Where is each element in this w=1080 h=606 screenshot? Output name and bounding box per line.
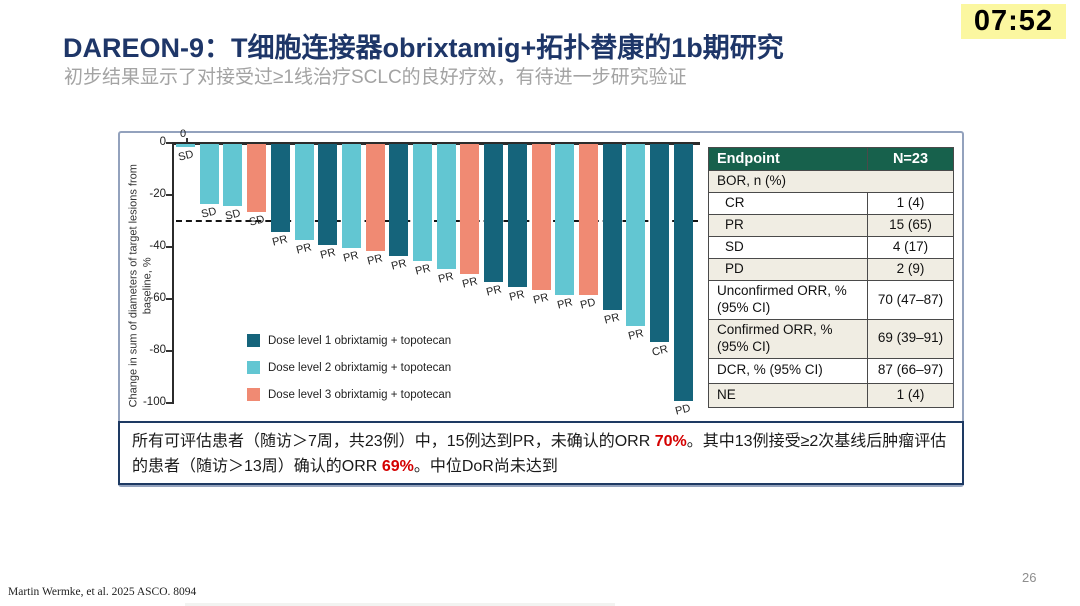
table-row-value: 69 (39–91) <box>867 319 953 358</box>
table-header-row: Endpoint N=23 <box>709 148 953 172</box>
waterfall-bar <box>578 144 598 295</box>
waterfall-bar <box>460 144 480 274</box>
table-header-n: N=23 <box>867 148 953 171</box>
table-row-value: 87 (66–97) <box>867 358 953 383</box>
waterfall-bar <box>247 144 267 212</box>
table-row-value: 70 (47–87) <box>867 281 953 319</box>
table-row: PR 15 (65) <box>709 215 953 238</box>
table-row: PD 2 (9) <box>709 259 953 282</box>
waterfall-bar <box>294 144 314 241</box>
y-tick-mark <box>166 350 172 352</box>
waterfall-bar <box>365 144 385 251</box>
waterfall-bar <box>318 144 338 246</box>
waterfall-bar <box>223 144 243 207</box>
origin-tick-mark <box>186 138 188 142</box>
table-row-label: PR <box>725 217 744 233</box>
y-axis-line <box>172 142 174 404</box>
table-row-value: 1 (4) <box>867 383 953 407</box>
table-row-value: 15 (65) <box>867 215 953 237</box>
table-row-label: SD <box>725 239 744 255</box>
table-row-label: NE <box>717 386 736 402</box>
waterfall-bar <box>176 144 195 147</box>
table-row-label: Confirmed ORR, % (95% CI) <box>717 321 833 354</box>
highlighted-percentage: 70% <box>654 433 687 450</box>
bottom-edge-sliver <box>185 603 615 606</box>
table-row: NE 1 (4) <box>709 383 953 407</box>
y-tick-mark <box>166 194 172 196</box>
y-tick-label: -100 <box>142 396 166 408</box>
table-row-value: 2 (9) <box>867 259 953 281</box>
y-tick-label: -60 <box>149 292 166 304</box>
summary-text: 所有可评估患者（随访＞7周，共23例）中，15例达到PR，未确认的ORR <box>132 433 655 450</box>
waterfall-bar <box>602 144 622 311</box>
endpoint-table: Endpoint N=23 BOR, n (%) CR 1 (4) PR 15 (65)… <box>708 147 954 408</box>
table-row: BOR, n (%) <box>709 171 953 194</box>
recording-timer: 07:52 <box>960 4 1066 39</box>
slide-title: DAREON-9：T细胞连接器obrixtamig+拓扑替康的1b期研究 <box>63 33 784 63</box>
waterfall-bar <box>531 144 551 290</box>
table-row: DCR, % (95% CI) 87 (66–97) <box>709 358 953 384</box>
y-tick-mark <box>166 298 172 300</box>
y-tick-label: -20 <box>149 188 166 200</box>
table-row: Confirmed ORR, % (95% CI) 69 (39–91) <box>709 319 953 359</box>
y-tick-label: -80 <box>149 344 166 356</box>
slide-subtitle: 初步结果显示了对接受过≥1线治疗SCLC的良好疗效，有待进一步研究验证 <box>64 67 687 88</box>
legend-label: Dose level 3 obrixtamig + topotecan <box>268 389 452 401</box>
summary-text: 。其中13例接受≥2次基线后肿瘤评估的患者（随访＞13周）确认的ORR <box>132 433 947 475</box>
origin-tick-label: 0 <box>180 128 187 140</box>
table-row-label: DCR, % (95% CI) <box>717 362 823 378</box>
summary-text-box: 所有可评估患者（随访＞7周，共23例）中，15例达到PR，未确认的ORR 70%… <box>118 421 964 485</box>
y-tick-mark <box>166 142 172 144</box>
table-row: Unconfirmed ORR, % (95% CI) 70 (47–87) <box>709 281 953 320</box>
legend-swatch <box>247 361 260 374</box>
y-tick-label: -40 <box>149 240 166 252</box>
legend-swatch <box>247 334 260 347</box>
waterfall-bar <box>507 144 527 287</box>
highlighted-percentage: 69% <box>381 457 414 475</box>
legend-swatch <box>247 388 260 401</box>
waterfall-bar <box>436 144 456 269</box>
waterfall-bar <box>413 144 432 261</box>
waterfall-bar <box>389 144 409 256</box>
waterfall-bar <box>673 144 693 402</box>
waterfall-bar <box>341 144 361 248</box>
waterfall-bar <box>484 144 504 282</box>
page-number: 26 <box>1022 570 1037 585</box>
table-row: CR 1 (4) <box>709 193 953 216</box>
table-row-label: BOR, n (%) <box>717 173 787 189</box>
y-tick-label: 0 <box>159 136 166 148</box>
y-tick-mark <box>166 246 172 248</box>
waterfall-bar <box>199 144 219 204</box>
table-row: SD 4 (17) <box>709 237 953 260</box>
table-row-label: Unconfirmed ORR, % (95% CI) <box>717 283 847 315</box>
table-body: BOR, n (%) CR 1 (4) PR 15 (65) SD 4 (17) PD 2 (9… <box>709 171 953 407</box>
legend-label: Dose level 2 obrixtamig + topotecan <box>268 362 452 374</box>
waterfall-bar <box>270 144 290 233</box>
waterfall-bar <box>626 144 646 326</box>
y-tick-mark <box>166 402 172 404</box>
table-row-value: 1 (4) <box>867 193 953 215</box>
table-header-endpoint: Endpoint <box>717 151 780 167</box>
table-row-value: 4 (17) <box>867 237 953 259</box>
x-axis-line <box>172 142 700 145</box>
waterfall-bar <box>555 144 575 295</box>
table-row-label: PD <box>725 261 744 277</box>
legend-label: Dose level 1 obrixtamig + topotecan <box>268 335 452 347</box>
table-row-label: CR <box>725 195 745 211</box>
summary-text: 。中位DoR尚未达到 <box>413 457 558 475</box>
citation: Martin Wermke, et al. 2025 ASCO. 8094 <box>8 586 197 598</box>
waterfall-bar <box>650 144 669 342</box>
